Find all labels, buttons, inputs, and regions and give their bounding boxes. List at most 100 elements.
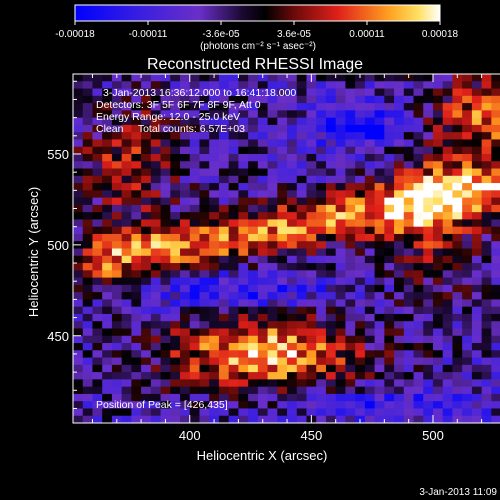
heatmap-cell <box>296 321 307 329</box>
heatmap-cell <box>189 197 200 206</box>
heatmap-cell <box>471 168 483 177</box>
heatmap-cell <box>471 372 483 380</box>
heatmap-cell <box>384 328 395 337</box>
heatmap-cell <box>384 117 395 126</box>
heatmap-cell <box>491 146 500 155</box>
heatmap-cell <box>452 379 463 388</box>
heatmap-cell <box>471 226 483 235</box>
heatmap-cell <box>306 379 317 388</box>
heatmap-cell <box>432 197 444 206</box>
heatmap-cell <box>335 284 346 293</box>
heatmap-cell <box>287 372 298 380</box>
heatmap-cell <box>432 219 444 228</box>
heatmap-cell <box>394 321 405 329</box>
heatmap-cell <box>73 408 84 417</box>
heatmap-cell <box>150 299 162 308</box>
heatmap-cell <box>209 139 220 148</box>
heatmap-cell <box>452 233 463 242</box>
heatmap-cell <box>228 321 239 329</box>
heatmap-cell <box>248 197 259 206</box>
heatmap-cell <box>121 103 132 111</box>
heatmap-cell <box>121 190 132 199</box>
heatmap-cell <box>267 379 278 388</box>
heatmap-cell <box>462 263 473 271</box>
heatmap-cell <box>442 277 453 286</box>
heatmap-cell <box>296 132 307 140</box>
heatmap-cell <box>150 255 162 264</box>
colorbar-tick-label: -0.00011 <box>129 29 168 40</box>
heatmap-cell <box>442 270 453 279</box>
heatmap-cell <box>277 103 288 111</box>
heatmap-cell <box>131 212 142 220</box>
heatmap-cell <box>374 386 385 395</box>
heatmap-cell <box>374 175 385 184</box>
heatmap-cell <box>218 95 230 104</box>
heatmap-cell <box>413 183 424 191</box>
heatmap-cell <box>238 292 249 300</box>
heatmap-cell <box>384 270 395 279</box>
heatmap-cell <box>471 132 483 140</box>
heatmap-cell <box>316 364 327 373</box>
heatmap-cell <box>355 270 366 279</box>
heatmap-cell <box>73 263 84 271</box>
heatmap-cell <box>257 226 269 235</box>
heatmap-cell <box>238 263 249 271</box>
colorbar-tick-label: 0.00018 <box>422 29 459 40</box>
heatmap-cell <box>345 292 356 300</box>
heatmap-cell <box>296 168 307 177</box>
heatmap-cell <box>306 190 317 199</box>
heatmap-cell <box>73 270 84 279</box>
heatmap-cell <box>141 219 152 228</box>
heatmap-cell <box>335 103 346 111</box>
heatmap-cell <box>394 153 405 162</box>
heatmap-cell <box>228 219 239 228</box>
heatmap-cell <box>423 263 434 271</box>
y-tick-label: 550 <box>47 147 69 162</box>
heatmap-cell <box>199 372 210 380</box>
heatmap-cell <box>82 343 93 351</box>
heatmap-cell <box>364 393 376 402</box>
heatmap-cell <box>413 110 424 119</box>
heatmap-cell <box>335 379 346 388</box>
heatmap-cell <box>160 139 171 148</box>
heatmap-cell <box>462 364 473 373</box>
heatmap-cell <box>296 139 307 148</box>
heatmap-cell <box>287 350 298 359</box>
heatmap-cell <box>82 117 93 126</box>
heatmap-cell <box>82 197 93 206</box>
heatmap-cell <box>180 364 191 373</box>
heatmap-cell <box>189 350 200 359</box>
heatmap-cell <box>442 219 453 228</box>
heatmap-cell <box>228 110 239 119</box>
heatmap-cell <box>218 139 230 148</box>
heatmap-cell <box>228 415 239 424</box>
heatmap-cell <box>238 153 249 162</box>
heatmap-cell <box>170 343 181 351</box>
heatmap-cell <box>170 219 181 228</box>
heatmap-cell <box>170 226 181 235</box>
heatmap-cell <box>491 190 500 199</box>
heatmap-cell <box>481 393 492 402</box>
heatmap-cell <box>374 110 385 119</box>
heatmap-cell <box>452 335 463 344</box>
heatmap-cell <box>287 183 298 191</box>
heatmap-cell <box>306 124 317 133</box>
heatmap-cell <box>481 343 492 351</box>
heatmap-cell <box>267 386 278 395</box>
heatmap-cell <box>209 117 220 126</box>
heatmap-cell <box>199 219 210 228</box>
heatmap-cell <box>160 401 171 409</box>
heatmap-cell <box>73 393 84 402</box>
heatmap-cell <box>228 284 239 293</box>
heatmap-cell <box>287 306 298 315</box>
heatmap-cell <box>209 81 220 90</box>
heatmap-cell <box>345 364 356 373</box>
heatmap-cell <box>481 328 492 337</box>
heatmap-cell <box>82 386 93 395</box>
heatmap-cell <box>248 357 259 366</box>
heatmap-cell <box>296 110 307 119</box>
heatmap-cell <box>325 328 337 337</box>
x-tick-label: 400 <box>179 428 201 443</box>
heatmap-cell <box>82 270 93 279</box>
heatmap-cell <box>452 204 463 213</box>
